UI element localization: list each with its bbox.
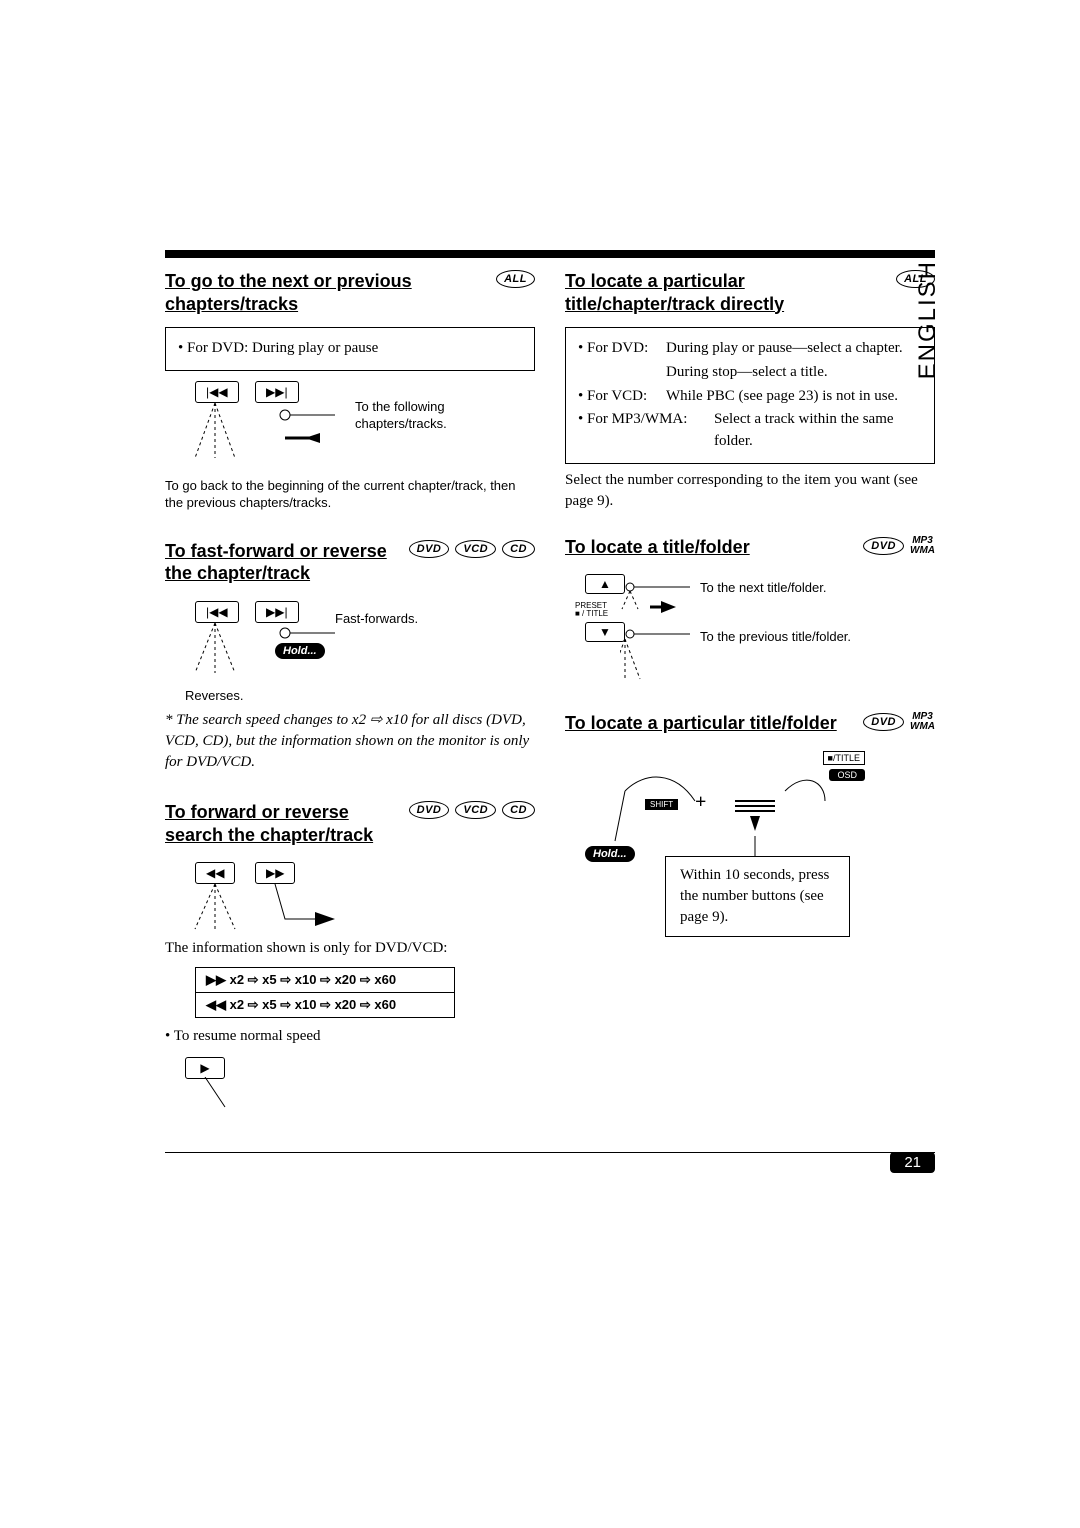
cd-badge-icon: CD	[502, 540, 535, 558]
button-diagram: |◀◀ ▶▶| Hold... Fast-forwards.	[165, 601, 535, 681]
hold-pill: Hold...	[275, 643, 325, 659]
info-box: • For DVD: During play or pause	[165, 327, 535, 371]
speed-table: ▶▶ x2 ⇨ x5 ⇨ x10 ⇨ x20 ⇨ x60 ◀◀ x2 ⇨ x5 …	[195, 967, 455, 1018]
row-label: • For DVD:	[578, 338, 660, 360]
button-diagram: ◀◀ ▶▶	[165, 862, 535, 932]
row-text: During play or pause—select a chapter.	[666, 338, 903, 360]
vcd-badge-icon: VCD	[455, 801, 496, 819]
row-label: • For MP3/WMA:	[578, 409, 708, 453]
row-label	[578, 362, 660, 384]
dvd-badge-icon: DVD	[409, 801, 450, 819]
all-badge-icon: ALL	[496, 270, 535, 288]
next-track-button[interactable]: ▶▶|	[255, 601, 299, 623]
section-title: To locate a particular title/folder	[565, 712, 837, 735]
mp3-wma-badge-icon: MP3 WMA	[910, 712, 935, 732]
vcd-badge-icon: VCD	[455, 540, 496, 558]
row-text: During stop—select a title.	[666, 362, 828, 384]
mp3-wma-badge-icon: MP3 WMA	[910, 536, 935, 556]
left-column: To go to the next or previous chapters/t…	[165, 270, 535, 1113]
page-number: 21	[890, 1152, 935, 1173]
callout-box: Within 10 seconds, press the number butt…	[665, 856, 850, 937]
speed-fwd-row: ▶▶ x2 ⇨ x5 ⇨ x10 ⇨ x20 ⇨ x60	[196, 968, 454, 993]
prev-track-button[interactable]: |◀◀	[195, 601, 239, 623]
next-folder-label: To the next title/folder.	[700, 580, 826, 597]
bottom-rule	[165, 1152, 935, 1153]
row-text: Select a track within the same folder.	[714, 409, 922, 453]
right-column: To locate a particular title/chapter/tra…	[565, 270, 935, 1113]
next-label: To the following chapters/tracks.	[355, 399, 475, 433]
row-text: While PBC (see page 23) is not in use.	[666, 386, 898, 408]
section-title: To locate a particular title/chapter/tra…	[565, 270, 888, 315]
speed-note: * The search speed changes to x2 ⇨ x10 f…	[165, 710, 535, 773]
row-label: • For VCD:	[578, 386, 660, 408]
section-title: To fast-forward or reverse the chapter/t…	[165, 540, 401, 585]
hold-pill: Hold...	[585, 846, 635, 862]
next-track-button[interactable]: ▶▶|	[255, 381, 299, 403]
section-title: To locate a title/folder	[565, 536, 750, 559]
button-diagram: |◀◀ ▶▶| To the following chapters/tracks…	[165, 381, 535, 471]
info-box: • For DVD: During play or pause—select a …	[565, 327, 935, 464]
all-badge-icon: ALL	[896, 270, 935, 288]
rewind-button[interactable]: ◀◀	[195, 862, 235, 884]
cd-badge-icon: CD	[502, 801, 535, 819]
dvd-badge-icon: DVD	[863, 537, 904, 555]
dvd-badge-icon: DVD	[863, 713, 904, 731]
page-content: To go to the next or previous chapters/t…	[165, 250, 935, 1113]
select-note: Select the number corresponding to the i…	[565, 470, 935, 512]
up-button[interactable]: ▲	[585, 574, 625, 594]
prev-track-button[interactable]: |◀◀	[195, 381, 239, 403]
updown-diagram: ▲ PRESET ■ / TITLE ▼ To the next titl	[565, 574, 935, 694]
resume-note: • To resume normal speed	[165, 1026, 535, 1047]
dvd-badge-icon: DVD	[409, 540, 450, 558]
shift-diagram: ■/TITLE OSD SHIFT + Hold... Within 10 se…	[565, 751, 935, 931]
fwd-label: Fast-forwards.	[335, 611, 418, 628]
down-button[interactable]: ▼	[585, 622, 625, 642]
speed-rev-row: ◀◀ x2 ⇨ x5 ⇨ x10 ⇨ x20 ⇨ x60	[196, 993, 454, 1017]
top-rule	[165, 250, 935, 258]
play-button[interactable]: ▶	[185, 1057, 225, 1079]
forward-button[interactable]: ▶▶	[255, 862, 295, 884]
info-text: • For DVD: During play or pause	[178, 338, 378, 360]
section-title: To forward or reverse search the chapter…	[165, 801, 401, 846]
play-button-diagram: ▶	[165, 1057, 535, 1107]
preset-title-label: PRESET ■ / TITLE	[575, 602, 608, 618]
section-title: To go to the next or previous chapters/t…	[165, 270, 488, 315]
prev-folder-label: To the previous title/folder.	[700, 629, 851, 646]
